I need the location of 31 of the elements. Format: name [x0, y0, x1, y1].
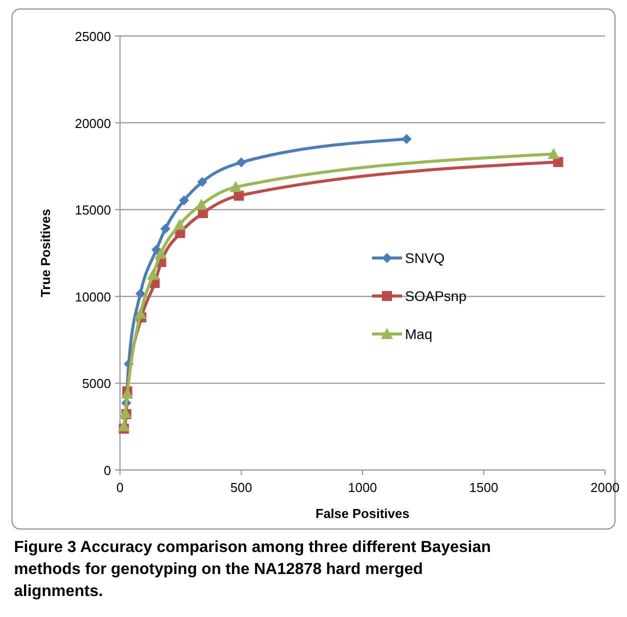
y-tick-label: 0 [104, 463, 111, 478]
point [548, 148, 560, 160]
point [402, 134, 412, 144]
point [151, 244, 162, 255]
y-tick-label: 15000 [74, 202, 111, 218]
y-tick-label: 25000 [74, 29, 111, 44]
legend-label: SOAPsnp [405, 288, 467, 304]
caption: Figure 3 Accuracy comparison among three different Bayesian methods for genotyping on the NA12878 hard merged alignments. [14, 539, 491, 600]
point [154, 248, 167, 259]
point [134, 308, 146, 319]
x-tick-label: 2000 [590, 480, 620, 495]
point [146, 268, 159, 280]
y-tick-label: 20000 [74, 116, 111, 131]
x-tick-label: 1000 [348, 480, 377, 495]
y-tick-label: 5000 [82, 376, 111, 392]
y-tick-label: 10000 [74, 289, 111, 304]
x-tick-label: 1500 [469, 480, 498, 495]
legend-label: Maq [405, 326, 432, 342]
point [135, 288, 146, 299]
x-axis-title: False Positives [316, 506, 410, 521]
point [160, 224, 170, 234]
point [230, 181, 242, 192]
point [197, 177, 208, 187]
point [236, 157, 246, 168]
point [174, 218, 186, 230]
x-tick-label: 500 [230, 480, 252, 495]
legend-label: SNVQ [405, 250, 445, 266]
x-tick-label: 0 [116, 480, 124, 495]
point [121, 388, 134, 399]
point [179, 195, 190, 206]
y-axis-title: True Positives [38, 208, 53, 298]
